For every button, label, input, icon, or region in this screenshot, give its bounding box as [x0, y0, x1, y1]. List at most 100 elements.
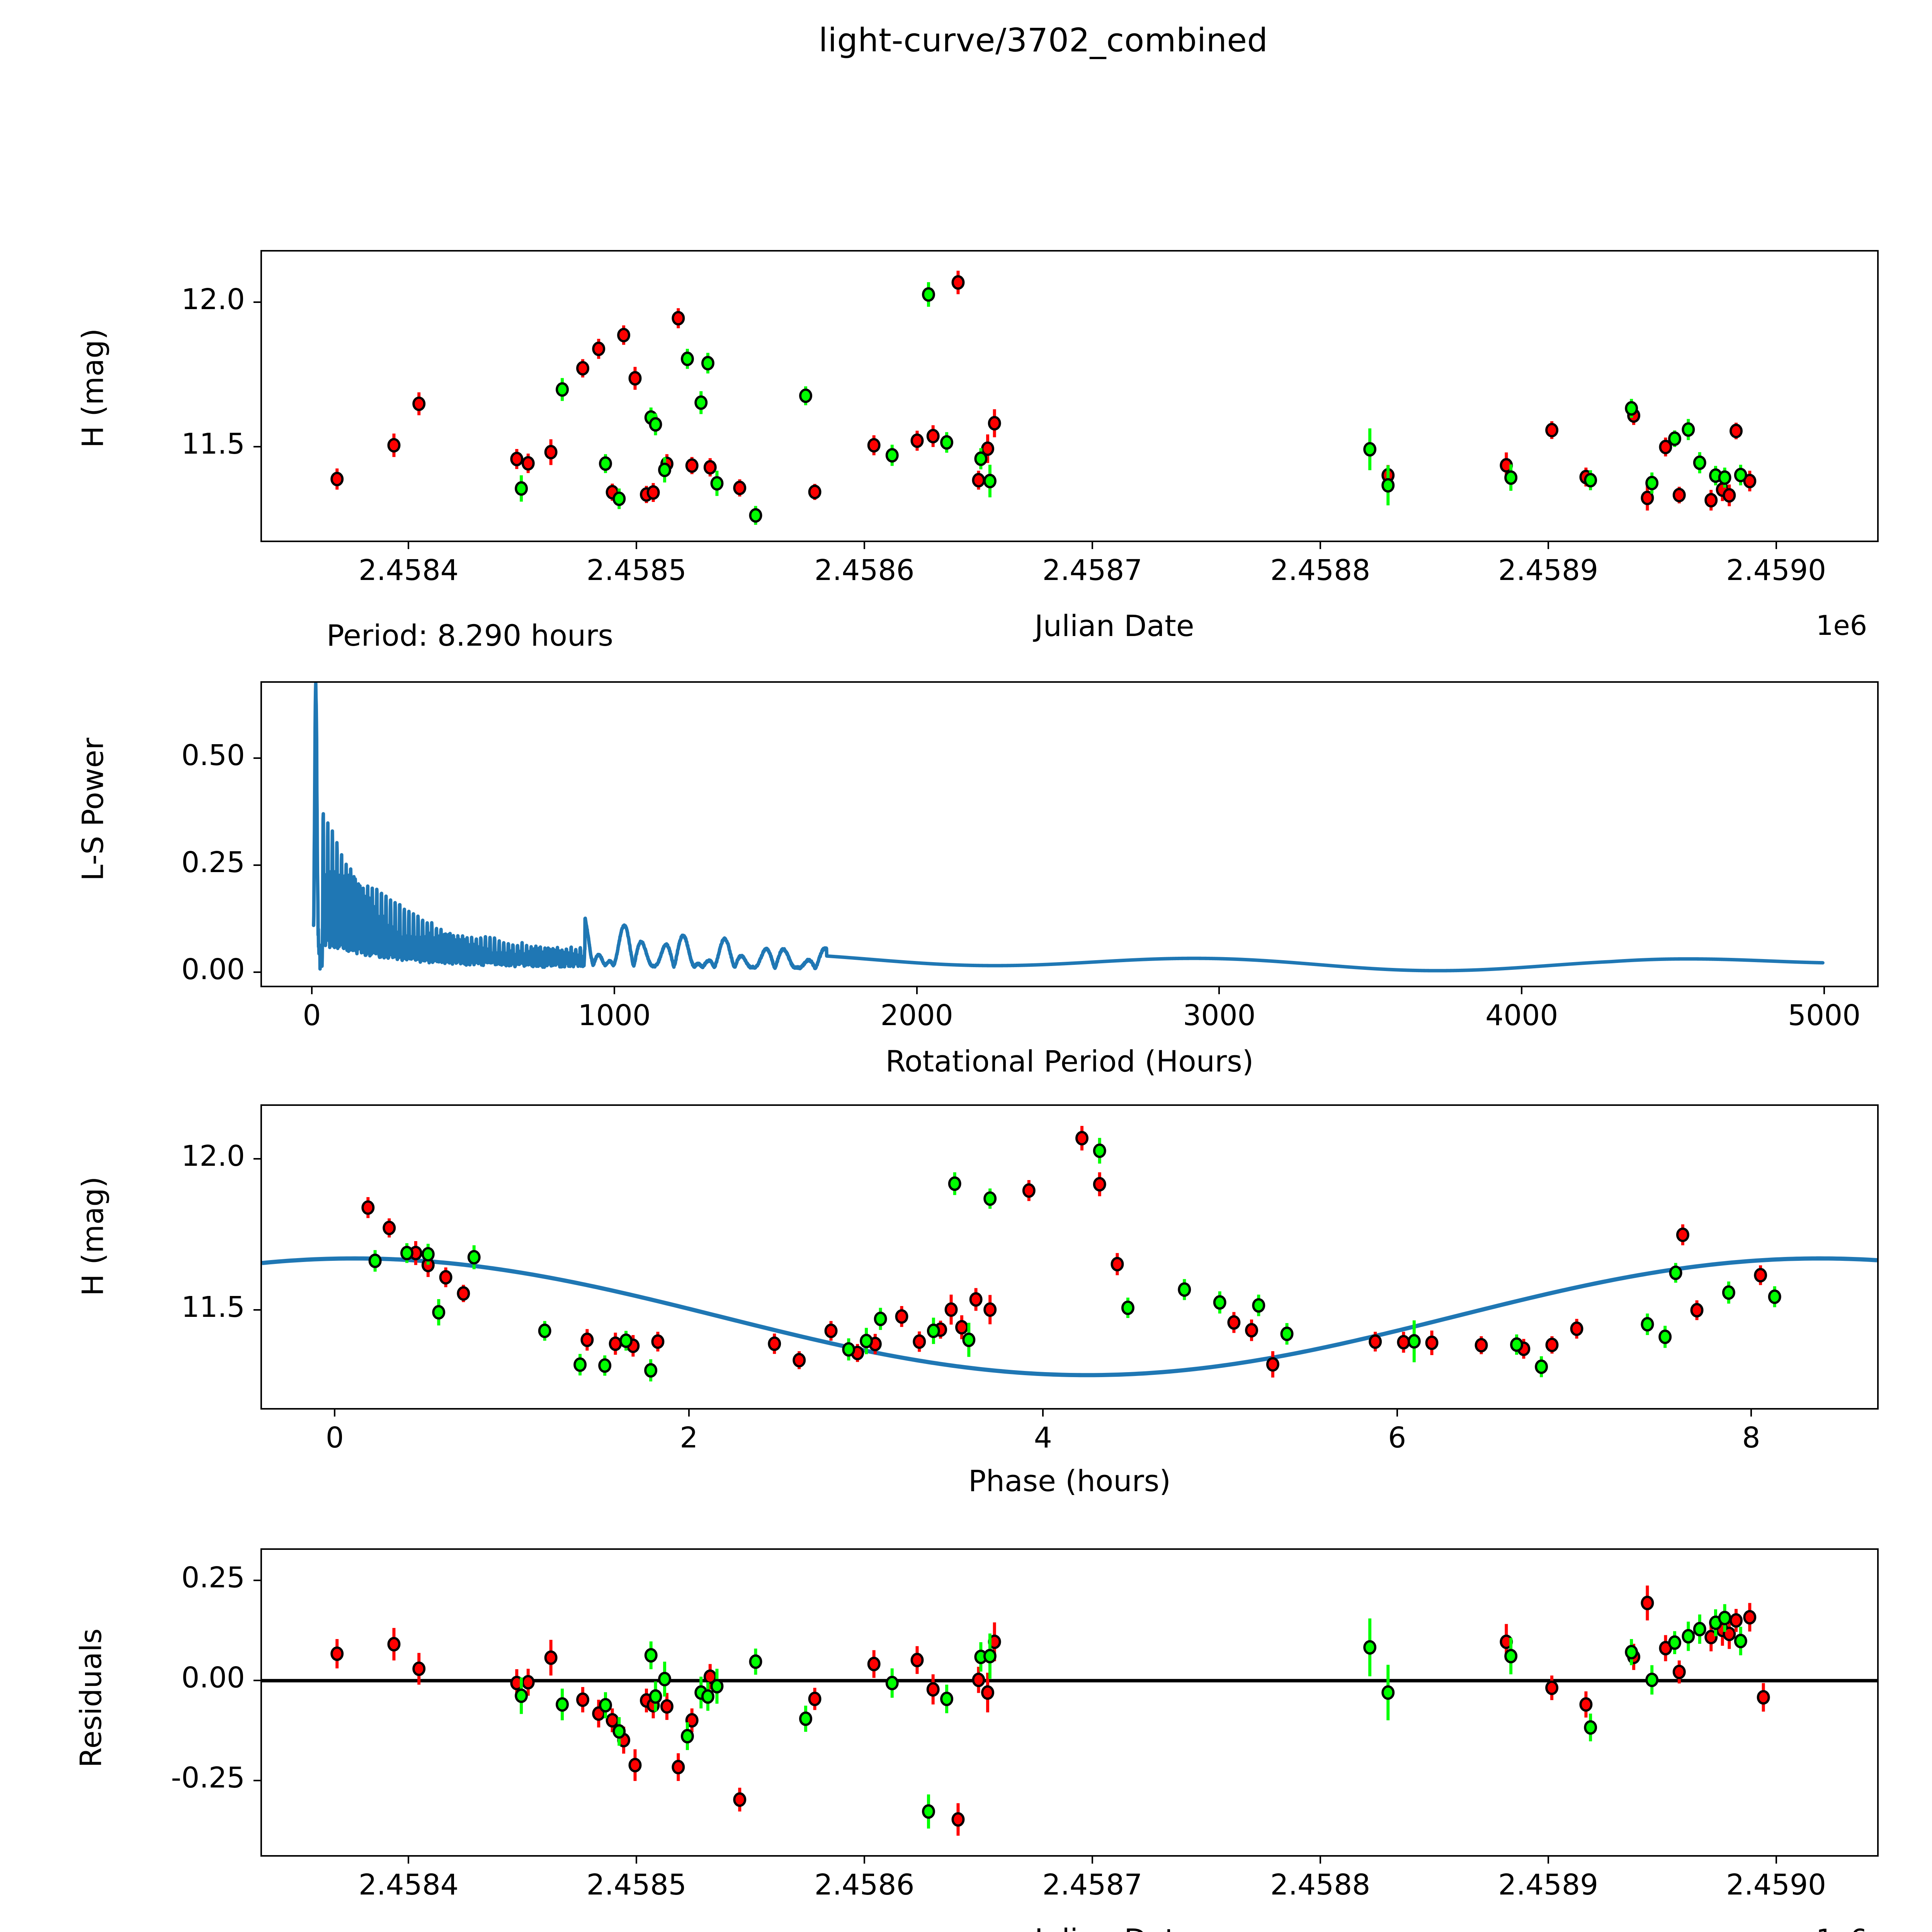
panel-lomb-scargle: L-S Power 0 1000 2000 3000 4000 5000 0.00 0.25 0…: [0, 657, 1932, 1082]
x-tick-mark: [1750, 1410, 1752, 1417]
data-point: [1363, 1640, 1377, 1655]
sinusoidal-fit-curve: [262, 1256, 1877, 1378]
data-point: [1718, 470, 1731, 485]
data-point: [1754, 1268, 1767, 1283]
x-tick-mark: [1091, 1857, 1093, 1864]
data-point: [521, 456, 535, 471]
data-point: [1668, 1635, 1681, 1650]
x-tick-label: 2.4586: [814, 554, 915, 587]
data-point: [660, 1699, 673, 1714]
plot-area-panel2: [260, 681, 1879, 987]
x-tick-mark: [636, 542, 638, 549]
data-point: [515, 1688, 528, 1703]
data-point: [793, 1353, 806, 1367]
data-point: [1252, 1298, 1265, 1313]
data-point: [521, 1675, 535, 1690]
data-point: [703, 460, 717, 475]
data-point: [576, 361, 590, 376]
y-tick-label: 12.0: [181, 1139, 245, 1173]
data-point: [1280, 1327, 1294, 1341]
data-point: [628, 371, 642, 386]
data-point: [685, 1713, 699, 1728]
data-point: [1510, 1337, 1524, 1352]
data-point: [694, 395, 708, 410]
data-point: [1397, 1335, 1410, 1350]
data-point: [1625, 401, 1638, 416]
data-point: [842, 1342, 855, 1357]
data-point: [768, 1336, 781, 1351]
data-point: [1504, 470, 1518, 485]
data-point: [1690, 1303, 1704, 1318]
data-point: [1381, 1685, 1395, 1700]
x-tick-label: 2.4585: [586, 554, 687, 587]
y-tick-label: 0.00: [181, 1661, 245, 1694]
series-red: [330, 270, 1757, 511]
x-tick-label: 2.4589: [1498, 554, 1599, 587]
x-tick-label: 5000: [1787, 999, 1861, 1032]
data-point: [599, 1698, 612, 1713]
data-point: [1641, 490, 1654, 505]
data-point: [1641, 1595, 1654, 1611]
data-point: [926, 1682, 940, 1697]
x-tick-label: 8: [1742, 1421, 1760, 1454]
data-point: [510, 452, 524, 466]
y-tick-label: 11.5: [181, 1290, 245, 1324]
data-point: [948, 1176, 961, 1191]
y-tick-label: 0.25: [181, 846, 245, 879]
x-tick-mark: [636, 1857, 638, 1864]
data-point: [951, 1812, 965, 1827]
data-point: [1579, 1697, 1593, 1712]
x-tick-mark: [1042, 1410, 1044, 1417]
y-tick-mark: [253, 446, 260, 447]
data-point: [1545, 1680, 1559, 1695]
data-point: [467, 1250, 481, 1265]
data-point: [680, 351, 694, 366]
data-point: [710, 1679, 724, 1694]
data-point: [658, 1672, 672, 1687]
data-point: [701, 356, 714, 371]
data-point: [387, 1637, 401, 1651]
data-point: [1584, 473, 1597, 488]
data-point: [1645, 1672, 1659, 1687]
x-tick-label: 2.4584: [358, 1868, 459, 1901]
data-point: [1658, 1329, 1672, 1344]
axis-label-x-panel1: Julian Date: [1034, 609, 1194, 643]
data-point: [1669, 1265, 1682, 1280]
data-point: [940, 435, 954, 450]
data-point: [617, 328, 631, 343]
data-point: [983, 1191, 997, 1206]
axis-label-y-panel2: L-S Power: [75, 738, 110, 881]
y-tick-label: -0.25: [171, 1761, 245, 1795]
x-tick-label: 0: [303, 999, 321, 1032]
data-point: [556, 1697, 569, 1712]
data-point: [1425, 1335, 1439, 1350]
panel-lightcurve-vs-jd: H (mag) 2.4584 2.4585 2.4586 2.4587 2.4588 2.…: [0, 0, 1932, 657]
data-point: [1121, 1300, 1134, 1315]
x-tick-mark: [1547, 542, 1549, 549]
data-point: [988, 416, 1001, 431]
scatter-canvas-panel1: [330, 270, 1757, 525]
data-point: [592, 342, 605, 356]
data-point: [330, 471, 344, 486]
data-point: [808, 1691, 821, 1706]
data-point: [368, 1253, 382, 1268]
x-tick-label: 2.4587: [1042, 1868, 1143, 1901]
data-point: [951, 275, 965, 290]
y-tick-label: 0.00: [181, 953, 245, 986]
data-point: [1570, 1321, 1583, 1336]
x-tick-mark: [1218, 987, 1220, 994]
data-point: [1111, 1257, 1124, 1272]
data-point: [1178, 1282, 1191, 1297]
residuals-canvas: [262, 1585, 1877, 1836]
data-point: [439, 1270, 452, 1285]
y-tick-mark: [253, 757, 260, 759]
data-point: [1722, 1285, 1735, 1300]
data-point: [874, 1311, 887, 1327]
data-point: [1545, 1337, 1559, 1352]
x-tick-mark: [864, 542, 866, 549]
data-point: [544, 445, 558, 459]
data-point: [612, 1724, 626, 1739]
y-tick-label: 11.5: [181, 427, 245, 461]
data-point: [646, 485, 660, 500]
plot-area-panel4: [260, 1548, 1879, 1857]
